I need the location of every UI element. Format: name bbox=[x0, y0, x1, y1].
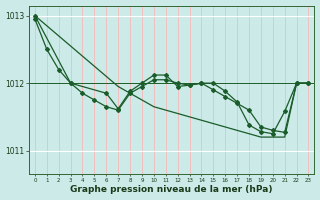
X-axis label: Graphe pression niveau de la mer (hPa): Graphe pression niveau de la mer (hPa) bbox=[70, 185, 273, 194]
